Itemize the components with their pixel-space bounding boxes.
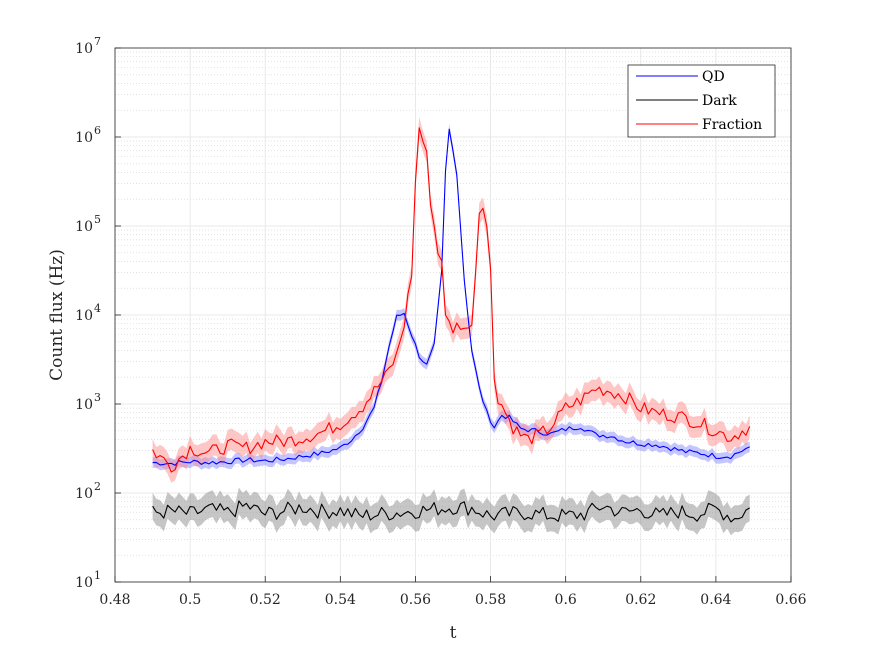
y-tick-label: 10 <box>75 41 93 57</box>
y-tick-label: 10 <box>75 308 93 324</box>
x-tick-label: 0.52 <box>250 592 281 608</box>
y-tick-exponent: 4 <box>94 302 101 315</box>
y-tick-exponent: 5 <box>94 213 101 226</box>
y-axis-label: Count flux (Hz) <box>47 249 67 381</box>
y-tick-exponent: 3 <box>94 391 101 404</box>
x-axis: 0.48 0.5 0.52 0.54 0.56 0.58 0.6 0.62 0.64 0.66 <box>99 576 807 608</box>
legend-label-fraction: Fraction <box>702 117 762 133</box>
legend-box <box>627 64 776 138</box>
legend: QD Dark Fraction <box>627 64 776 138</box>
y-tick-exponent: 1 <box>94 569 101 582</box>
error-band-fraction <box>152 117 750 483</box>
x-tick-label: 0.6 <box>555 592 577 608</box>
x-tick-label: 0.58 <box>475 592 506 608</box>
y-tick-exponent: 2 <box>94 480 101 493</box>
y-tick-label: 10 <box>75 486 93 502</box>
y-tick-label: 10 <box>75 397 93 413</box>
x-tick-label: 0.56 <box>400 592 431 608</box>
x-tick-label: 0.66 <box>775 592 806 608</box>
series-line-dark <box>152 500 750 523</box>
x-tick-label: 0.48 <box>99 592 130 608</box>
x-tick-label: 0.64 <box>700 592 731 608</box>
series-line-fraction <box>152 127 751 473</box>
x-tick-label: 0.5 <box>179 592 201 608</box>
y-tick-label: 10 <box>75 219 93 235</box>
y-tick-label: 10 <box>75 575 93 591</box>
legend-label-qd: QD <box>702 69 725 85</box>
x-axis-label: t <box>450 623 457 643</box>
y-tick-label: 10 <box>75 130 93 146</box>
y-tick-exponent: 6 <box>94 124 101 137</box>
legend-label-dark: Dark <box>702 93 737 109</box>
series-line-qd <box>152 128 750 466</box>
x-tick-label: 0.54 <box>325 592 356 608</box>
x-tick-label: 0.62 <box>625 592 656 608</box>
y-tick-exponent: 7 <box>94 35 101 48</box>
series-lines <box>152 127 751 523</box>
